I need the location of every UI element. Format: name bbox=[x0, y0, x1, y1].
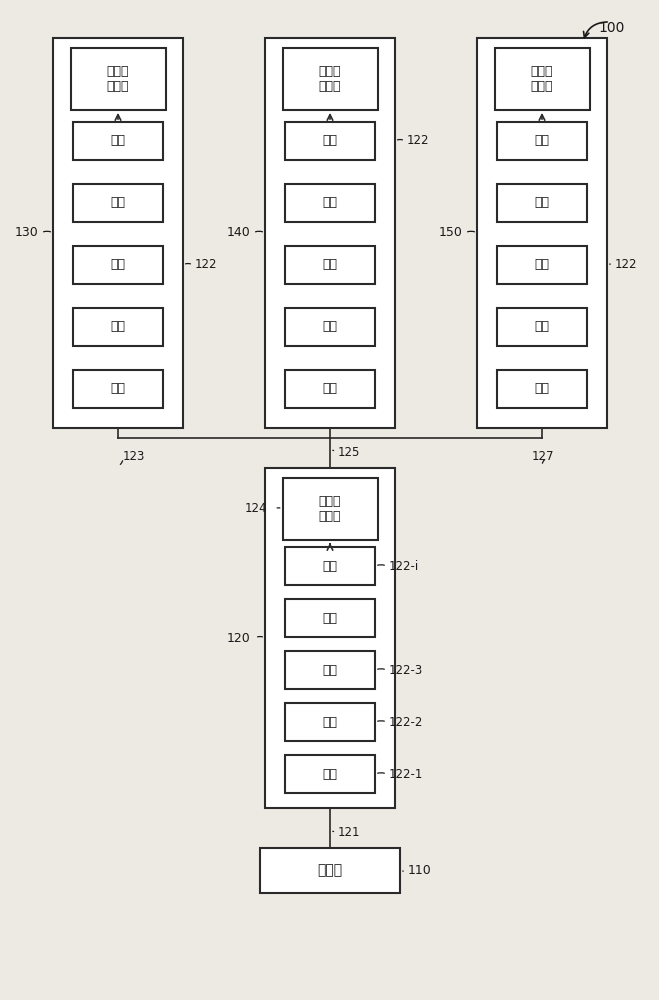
Text: 140: 140 bbox=[227, 227, 251, 239]
Text: 122-1: 122-1 bbox=[389, 768, 423, 780]
Text: 像素: 像素 bbox=[111, 320, 125, 334]
Bar bbox=[71, 48, 165, 110]
Bar bbox=[73, 184, 163, 222]
Text: 127: 127 bbox=[532, 450, 554, 462]
Bar bbox=[73, 122, 163, 160]
Bar bbox=[260, 848, 400, 893]
Text: 122-i: 122-i bbox=[389, 560, 419, 572]
Text: 像素: 像素 bbox=[322, 258, 337, 271]
Bar bbox=[497, 184, 587, 222]
Text: 122-3: 122-3 bbox=[389, 664, 423, 676]
Text: 像素: 像素 bbox=[111, 382, 125, 395]
Text: 控制器: 控制器 bbox=[318, 863, 343, 878]
Text: 像素: 像素 bbox=[534, 382, 550, 395]
Bar bbox=[285, 370, 375, 408]
Text: 像素: 像素 bbox=[111, 196, 125, 210]
Text: 150: 150 bbox=[439, 227, 463, 239]
Bar bbox=[285, 755, 375, 793]
Bar bbox=[285, 184, 375, 222]
Text: 像素: 像素 bbox=[322, 134, 337, 147]
Text: 122: 122 bbox=[407, 134, 430, 147]
Text: 解多路
复用器: 解多路 复用器 bbox=[319, 495, 341, 523]
Text: 110: 110 bbox=[408, 864, 432, 877]
Text: 像素: 像素 bbox=[322, 382, 337, 395]
Text: 解多路
复用器: 解多路 复用器 bbox=[319, 65, 341, 93]
Text: 121: 121 bbox=[338, 826, 360, 840]
Text: 像素: 像素 bbox=[322, 664, 337, 676]
Bar bbox=[285, 308, 375, 346]
Bar bbox=[477, 38, 607, 428]
Text: 122: 122 bbox=[195, 258, 217, 271]
Text: 像素: 像素 bbox=[534, 134, 550, 147]
Text: 像素: 像素 bbox=[322, 320, 337, 334]
Text: 像素: 像素 bbox=[322, 611, 337, 624]
Text: 120: 120 bbox=[227, 632, 251, 645]
Text: 像素: 像素 bbox=[111, 134, 125, 147]
Text: 122: 122 bbox=[615, 258, 637, 271]
Bar bbox=[285, 246, 375, 284]
Bar bbox=[285, 651, 375, 689]
Bar bbox=[73, 370, 163, 408]
Text: 像素: 像素 bbox=[534, 320, 550, 334]
Bar bbox=[73, 308, 163, 346]
Bar bbox=[283, 48, 378, 110]
Bar bbox=[283, 478, 378, 540]
Text: 像素: 像素 bbox=[322, 768, 337, 780]
Bar bbox=[265, 38, 395, 428]
Text: 解多路
复用器: 解多路 复用器 bbox=[107, 65, 129, 93]
Text: 解多路
复用器: 解多路 复用器 bbox=[530, 65, 554, 93]
Bar bbox=[497, 370, 587, 408]
Bar bbox=[497, 246, 587, 284]
Bar bbox=[285, 703, 375, 741]
Text: 122-2: 122-2 bbox=[389, 716, 423, 728]
Text: 像素: 像素 bbox=[534, 258, 550, 271]
Text: 123: 123 bbox=[123, 450, 146, 462]
Bar bbox=[497, 122, 587, 160]
Text: 像素: 像素 bbox=[322, 560, 337, 572]
Bar bbox=[73, 246, 163, 284]
Bar bbox=[53, 38, 183, 428]
Bar bbox=[285, 122, 375, 160]
Text: 130: 130 bbox=[15, 227, 39, 239]
Text: 100: 100 bbox=[598, 21, 624, 35]
Text: 125: 125 bbox=[338, 446, 360, 458]
Bar bbox=[265, 468, 395, 808]
Text: 像素: 像素 bbox=[111, 258, 125, 271]
Text: 像素: 像素 bbox=[322, 716, 337, 728]
Bar bbox=[497, 308, 587, 346]
Text: 124: 124 bbox=[244, 502, 267, 516]
Bar bbox=[494, 48, 590, 110]
Bar bbox=[285, 547, 375, 585]
Text: 像素: 像素 bbox=[534, 196, 550, 210]
Text: 像素: 像素 bbox=[322, 196, 337, 210]
Bar bbox=[285, 599, 375, 637]
